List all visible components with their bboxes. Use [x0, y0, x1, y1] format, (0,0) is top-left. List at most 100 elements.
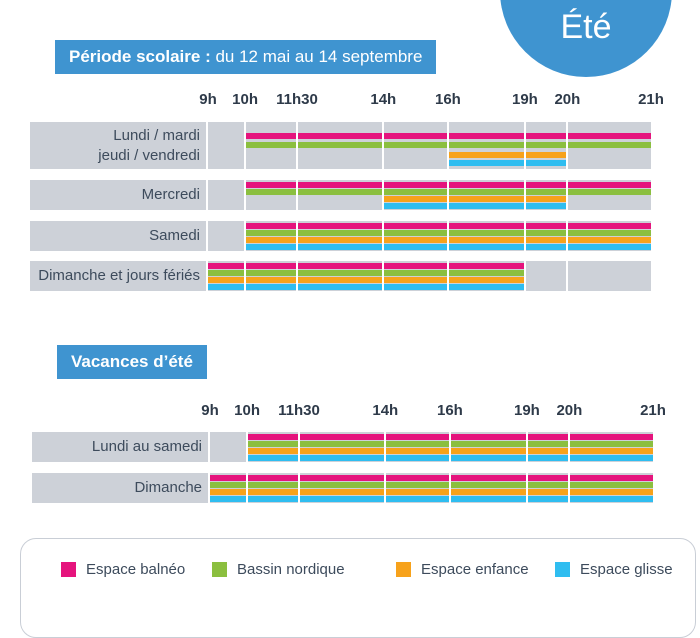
- hour-divider: [523, 180, 526, 210]
- row-label: Samedi: [30, 221, 206, 251]
- hour-label: 14h: [370, 91, 397, 108]
- hour-divider: [446, 180, 449, 210]
- hour-label: 14h: [372, 402, 399, 419]
- bar-enfance: [208, 277, 525, 283]
- hour-divider: [446, 261, 449, 291]
- legend-swatch: [396, 562, 411, 577]
- legend-swatch: [61, 562, 76, 577]
- row-label-line: jeudi / vendredi: [98, 146, 200, 164]
- bar-nordique: [210, 482, 653, 488]
- hour-label: 10h: [234, 402, 261, 419]
- row-label-line: Lundi / mardi: [113, 126, 200, 144]
- hour-divider: [246, 432, 249, 462]
- row-label-line: Mercredi: [141, 186, 200, 203]
- legend-item-glisse: Espace glisse: [555, 561, 673, 578]
- hour-divider: [382, 180, 385, 210]
- hour-divider: [446, 221, 449, 251]
- hour-label: 16h: [434, 91, 461, 108]
- hour-divider: [295, 122, 298, 169]
- legend-item-enfance: Espace enfance: [396, 561, 529, 578]
- schedule-row: [208, 180, 651, 210]
- hour-divider: [523, 122, 526, 169]
- legend-label: Espace glisse: [580, 561, 673, 578]
- legend-label: Espace balnéo: [86, 561, 186, 578]
- legend-item-balneo: Espace balnéo: [61, 561, 185, 578]
- row-label-line: Dimanche et jours fériés: [38, 267, 200, 284]
- hour-label: 11h30: [276, 91, 318, 108]
- hour-divider: [523, 261, 526, 291]
- hour-label: 20h: [556, 402, 583, 419]
- bar-nordique: [208, 270, 525, 276]
- hour-divider: [523, 221, 526, 251]
- schedule-row: [210, 473, 653, 503]
- hour-divider: [244, 180, 247, 210]
- hour-divider: [384, 432, 387, 462]
- hour-divider: [448, 432, 451, 462]
- hour-label: 21h: [638, 91, 664, 108]
- row-label: Lundi au samedi: [32, 432, 208, 462]
- bar-enfance: [210, 489, 653, 495]
- season-title: Été: [560, 8, 612, 46]
- hour-divider: [244, 122, 247, 169]
- hour-divider: [244, 221, 247, 251]
- hour-label: 20h: [554, 91, 581, 108]
- bar-glisse: [447, 160, 568, 166]
- legend-label: Bassin nordique: [237, 561, 345, 578]
- row-label: Dimanche: [32, 473, 208, 503]
- row-label: Dimanche et jours fériés: [30, 261, 206, 291]
- hour-divider: [568, 432, 571, 462]
- hour-divider: [295, 221, 298, 251]
- legend: Espace balnéo Bassin nordique Espace enfan…: [20, 538, 696, 638]
- hour-label: 19h: [513, 402, 540, 419]
- row-label-line: Lundi au samedi: [91, 438, 202, 455]
- row-label-line: Samedi: [149, 227, 200, 244]
- hour-label: 19h: [511, 91, 538, 108]
- section-banner: Vacances d’été: [57, 345, 207, 379]
- hour-divider: [448, 473, 451, 503]
- bar-balneo: [210, 475, 653, 481]
- hour-divider: [244, 261, 247, 291]
- bar-glisse: [383, 203, 568, 209]
- hour-label: 9h: [199, 91, 217, 108]
- legend-item-nordique: Bassin nordique: [212, 561, 345, 578]
- section-title-bold: Période scolaire :: [69, 47, 211, 66]
- bar-enfance: [383, 196, 568, 202]
- hour-divider: [382, 122, 385, 169]
- schedule-row: [210, 432, 653, 462]
- section-title-bold: Vacances d’été: [71, 352, 193, 371]
- hour-divider: [566, 122, 569, 169]
- bar-enfance: [447, 152, 568, 158]
- bar-balneo: [208, 263, 525, 269]
- hour-divider: [525, 473, 528, 503]
- bar-glisse: [208, 284, 525, 290]
- legend-swatch: [212, 562, 227, 577]
- bar-glisse: [210, 496, 653, 502]
- hour-divider: [525, 432, 528, 462]
- hour-divider: [566, 221, 569, 251]
- schedule-row: [208, 221, 651, 251]
- schedule-row: [208, 261, 651, 291]
- hour-label: 9h: [201, 402, 219, 419]
- hour-divider: [246, 473, 249, 503]
- section-title-rest: du 12 mai au 14 septembre: [210, 47, 423, 66]
- hour-divider: [566, 180, 569, 210]
- row-label: Lundi / mardi jeudi / vendredi: [30, 122, 206, 169]
- hour-divider: [382, 221, 385, 251]
- hour-label: 21h: [640, 402, 666, 419]
- legend-swatch: [555, 562, 570, 577]
- hour-divider: [295, 180, 298, 210]
- hour-divider: [297, 432, 300, 462]
- hour-label: 11h30: [278, 402, 320, 419]
- hour-divider: [297, 473, 300, 503]
- hour-divider: [295, 261, 298, 291]
- hour-divider: [566, 261, 569, 291]
- row-label-line: Dimanche: [134, 479, 202, 496]
- hour-label: 10h: [232, 91, 259, 108]
- legend-label: Espace enfance: [421, 561, 529, 578]
- hour-divider: [384, 473, 387, 503]
- hour-divider: [382, 261, 385, 291]
- hour-label: 16h: [436, 402, 463, 419]
- row-label: Mercredi: [30, 180, 206, 210]
- hour-divider: [568, 473, 571, 503]
- section-banner: Période scolaire : du 12 mai au 14 septe…: [55, 40, 437, 74]
